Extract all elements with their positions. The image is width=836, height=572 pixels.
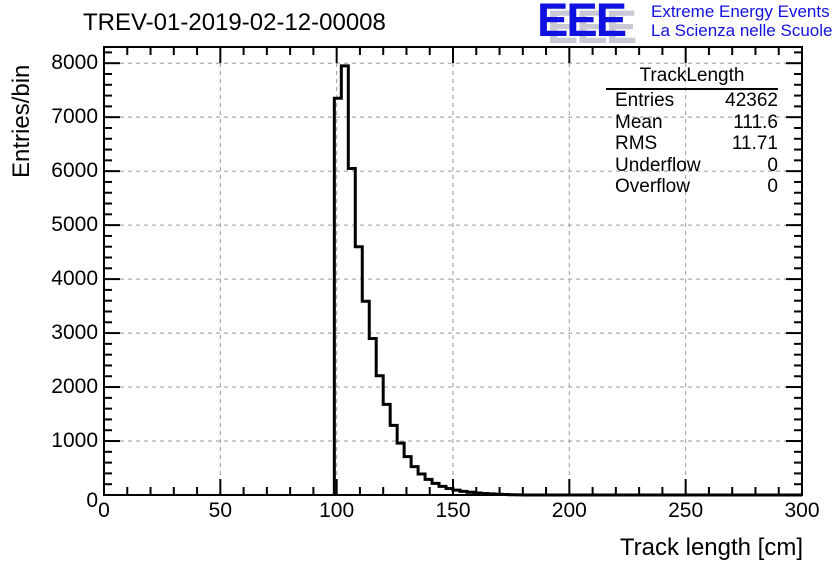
stats-row: RMS 11.71 bbox=[606, 133, 778, 155]
y-tick-label: 5000 bbox=[51, 213, 98, 237]
stats-row: Entries 42362 bbox=[606, 90, 778, 112]
x-tick-label: 150 bbox=[435, 499, 471, 522]
x-tick-label: 0 bbox=[98, 499, 110, 522]
stats-value: 0 bbox=[767, 154, 778, 176]
y-tick-label: 4000 bbox=[51, 267, 98, 291]
eee-logo: EEE bbox=[537, 0, 627, 46]
x-tick-label: 200 bbox=[551, 499, 587, 522]
plot-title: TREV-01-2019-02-12-00008 bbox=[83, 9, 386, 36]
x-tick-label: 50 bbox=[208, 499, 232, 522]
stats-label: Entries bbox=[615, 90, 675, 111]
stats-label: Underflow bbox=[615, 154, 701, 176]
stats-label: Overflow bbox=[615, 176, 690, 198]
y-tick-label: 8000 bbox=[51, 51, 98, 75]
x-axis-title: Track length [cm] bbox=[619, 534, 803, 561]
stats-box-title: TrackLength bbox=[606, 66, 778, 90]
y-tick-label: 0 bbox=[86, 489, 98, 512]
stats-box: TrackLength Entries 42362 Mean 111.6 RMS 11.7… bbox=[606, 66, 778, 198]
stats-row: Underflow 0 bbox=[606, 155, 778, 177]
x-tick-label: 250 bbox=[668, 499, 704, 522]
y-tick-label: 7000 bbox=[51, 105, 98, 129]
y-tick-label: 2000 bbox=[51, 375, 98, 399]
logo-text-line2: La Scienza nelle Scuole bbox=[651, 21, 833, 40]
stats-label: Mean bbox=[615, 111, 663, 133]
stats-label: RMS bbox=[615, 133, 658, 155]
stats-row: Mean 111.6 bbox=[606, 112, 778, 134]
y-tick-label: 3000 bbox=[51, 321, 98, 345]
stats-row: Overflow 0 bbox=[606, 176, 778, 198]
y-tick-label: 1000 bbox=[51, 429, 98, 453]
gridlines bbox=[104, 47, 802, 495]
x-tick-label: 300 bbox=[784, 499, 820, 522]
stats-value: 42362 bbox=[725, 90, 778, 111]
axis-ticks bbox=[103, 47, 803, 496]
y-tick-label: 6000 bbox=[51, 159, 98, 183]
x-tick-label: 100 bbox=[319, 499, 355, 522]
stats-value: 11.71 bbox=[731, 133, 778, 155]
stats-rows: Entries 42362 Mean 111.6 RMS 11.71 Underflow 0 O… bbox=[606, 90, 778, 198]
stats-value: 0 bbox=[767, 176, 778, 198]
stats-value: 111.6 bbox=[733, 111, 778, 133]
y-axis-title: Entries/bin bbox=[8, 64, 35, 178]
logo-text-line1: Extreme Energy Events bbox=[651, 2, 830, 21]
